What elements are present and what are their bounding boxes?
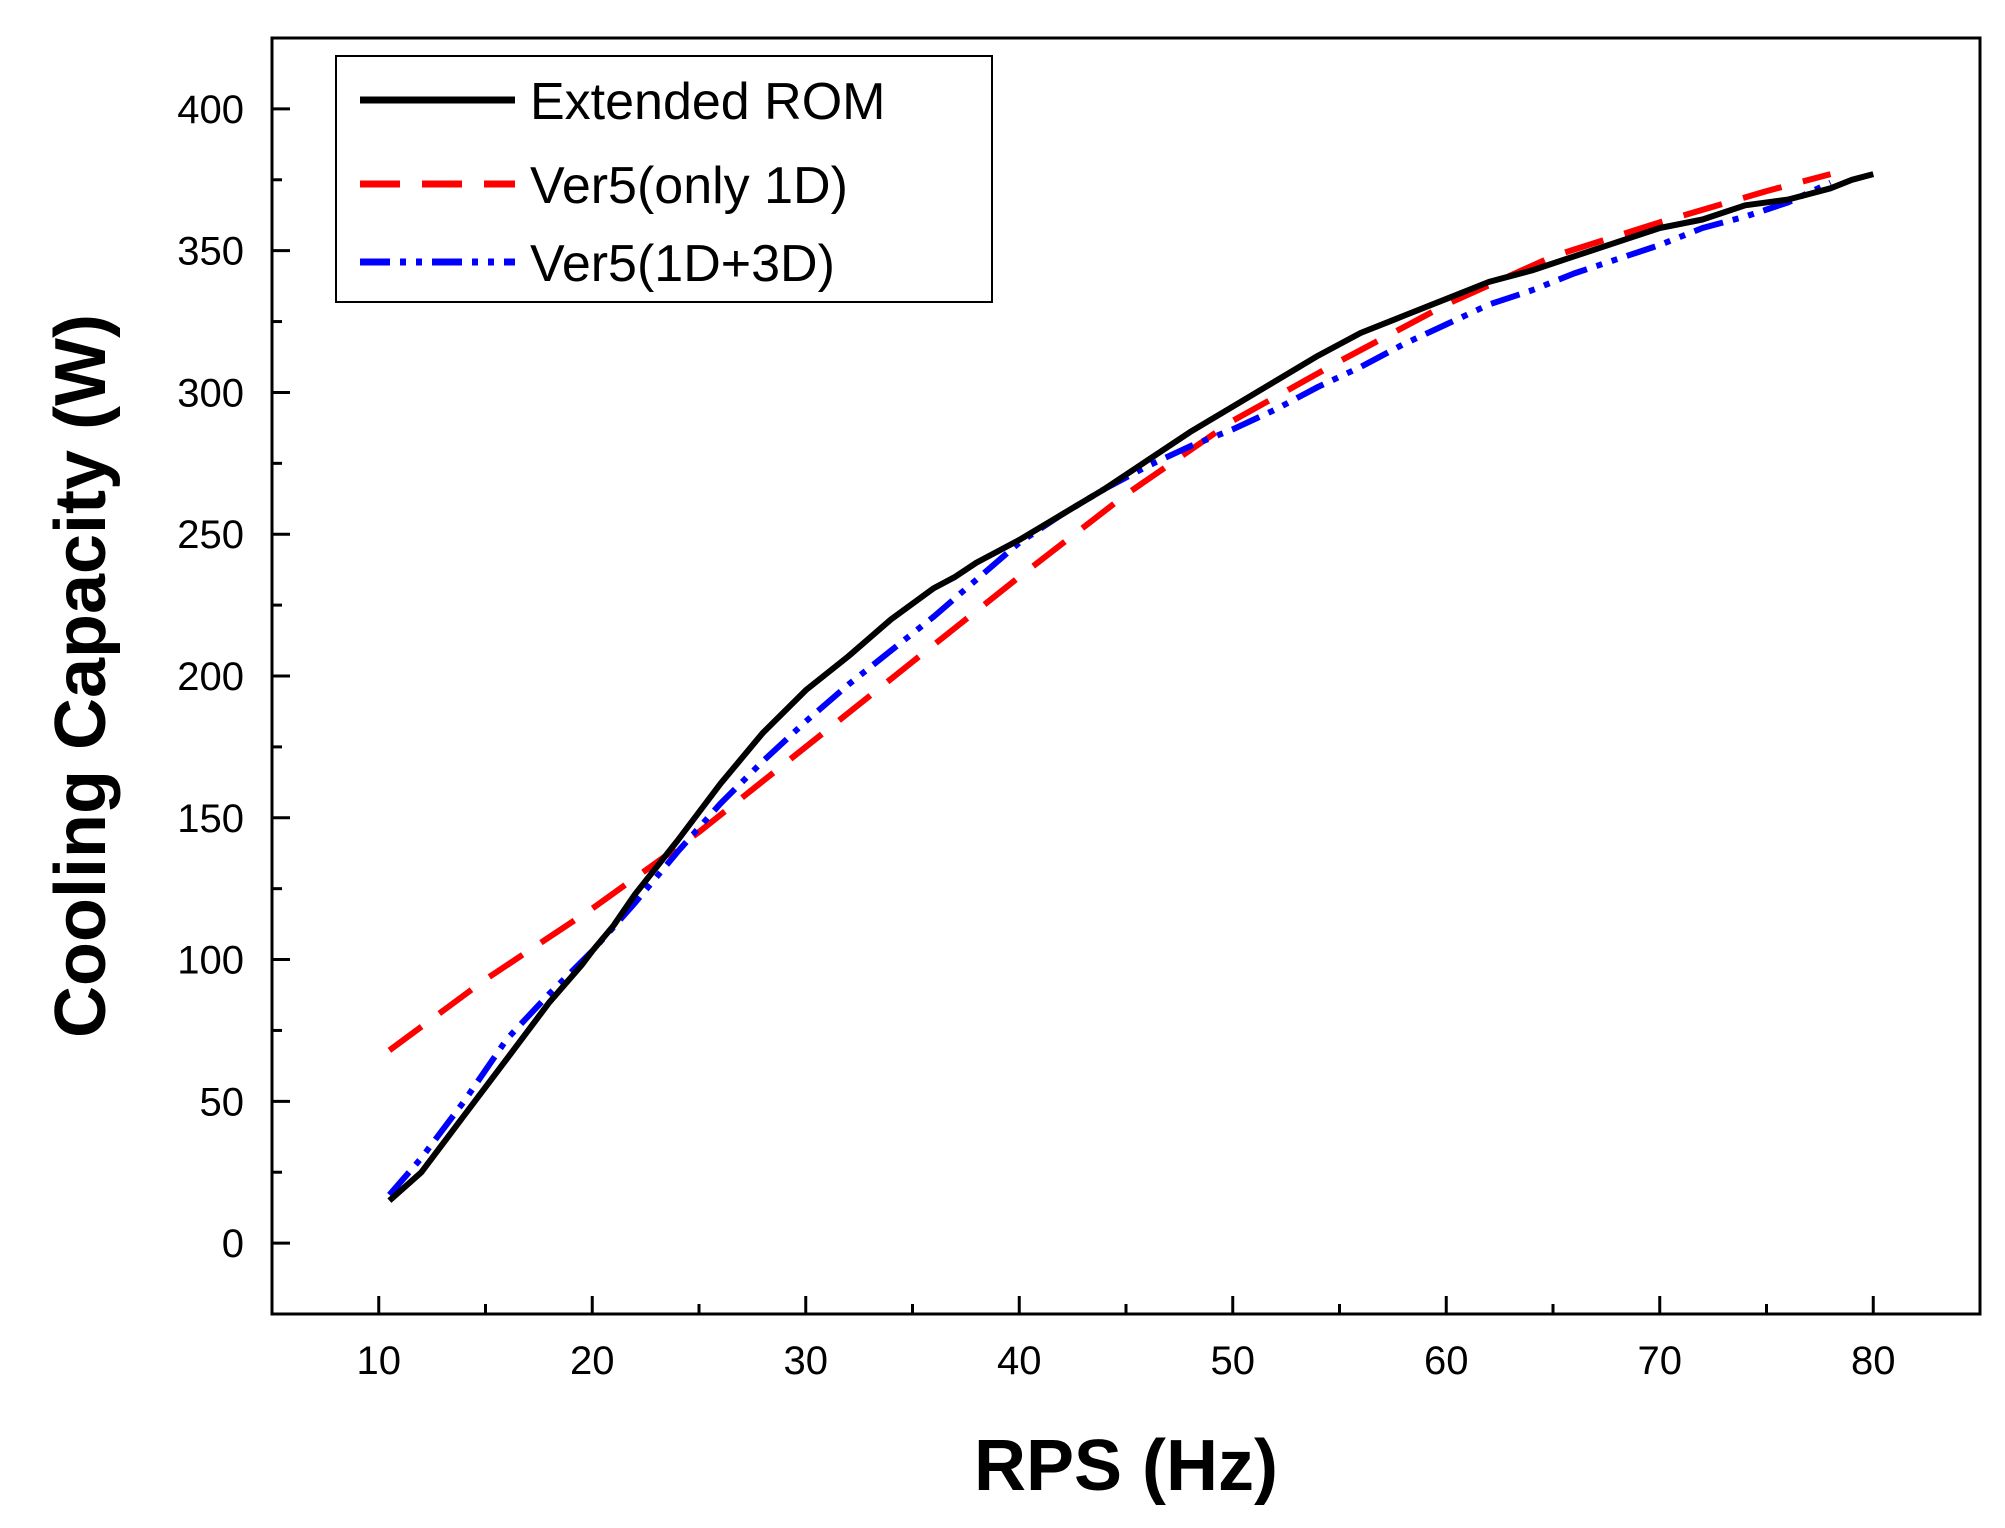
x-axis-title: RPS (Hz) bbox=[974, 1426, 1278, 1506]
series-line-extended-rom bbox=[387, 171, 1875, 1203]
y-tick-label: 300 bbox=[177, 371, 244, 415]
legend-label-ver5-only-1d: Ver5(only 1D) bbox=[530, 157, 848, 215]
y-axis-title: Cooling Capacity (W) bbox=[41, 314, 121, 1038]
axis-ticks bbox=[272, 107, 1875, 1314]
x-tick-label: 60 bbox=[1424, 1339, 1469, 1383]
y-tick-label: 150 bbox=[177, 797, 244, 841]
x-tick-label: 50 bbox=[1211, 1339, 1256, 1383]
x-tick-label: 10 bbox=[357, 1339, 402, 1383]
y-tick-label: 250 bbox=[177, 513, 244, 557]
series-group bbox=[387, 171, 1875, 1203]
y-tick-label: 0 bbox=[222, 1222, 244, 1266]
legend-label-ver5-1d-3d: Ver5(1D+3D) bbox=[530, 235, 835, 293]
x-tick-label: 20 bbox=[570, 1339, 615, 1383]
x-tick-label: 40 bbox=[997, 1339, 1042, 1383]
y-tick-labels: 0 50 100 150 200 250 300 350 400 bbox=[177, 88, 244, 1266]
y-tick-label: 100 bbox=[177, 939, 244, 983]
x-tick-label: 30 bbox=[784, 1339, 829, 1383]
y-tick-label: 350 bbox=[177, 230, 244, 274]
series-line-ver5-only-1d bbox=[387, 171, 1832, 1053]
x-tick-label: 70 bbox=[1638, 1339, 1683, 1383]
x-tick-labels: 10 20 30 40 50 60 70 80 bbox=[357, 1339, 1896, 1383]
y-tick-label: 400 bbox=[177, 88, 244, 132]
series-line-ver5-1d-3d bbox=[387, 179, 1832, 1197]
y-tick-label: 200 bbox=[177, 655, 244, 699]
legend: Extended ROM Ver5(only 1D) Ver5(1D+3D) bbox=[335, 55, 993, 303]
legend-label-extended-rom: Extended ROM bbox=[530, 73, 886, 131]
x-tick-label: 80 bbox=[1851, 1339, 1896, 1383]
y-tick-label: 50 bbox=[200, 1080, 245, 1124]
